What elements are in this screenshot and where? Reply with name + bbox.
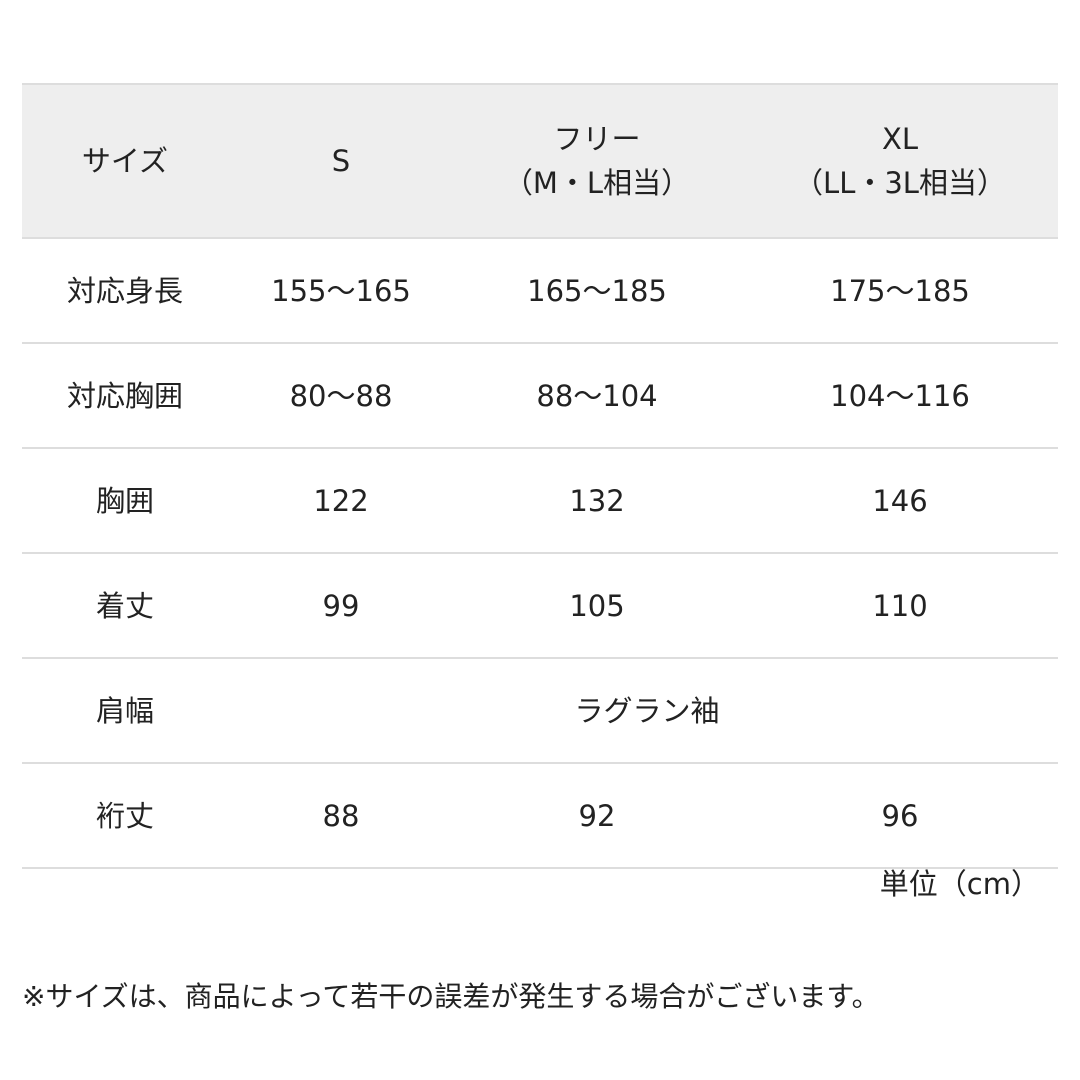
row-value: 96 [881, 798, 919, 833]
unit-label: 単位（cm） [879, 867, 1040, 901]
row-value: 165〜185 [527, 273, 667, 308]
row-span-value: ラグラン袖 [574, 693, 720, 728]
row-value: 80〜88 [289, 378, 393, 413]
size-name: XL [881, 122, 919, 156]
table-row: 対応身長 155〜165 165〜185 175〜185 [22, 239, 1058, 344]
size-equivalent: （M・L相当） [503, 166, 691, 200]
row-value: 104〜116 [830, 378, 970, 413]
row-value: 132 [569, 483, 625, 518]
row-value: 122 [313, 483, 369, 518]
row-label: 対応胸囲 [66, 378, 184, 413]
table-row: 対応胸囲 80〜88 88〜104 104〜116 [22, 344, 1058, 449]
size-name: フリー [553, 122, 641, 156]
row-value: 110 [872, 588, 928, 623]
table-row: 肩幅 ラグラン袖 [22, 659, 1058, 764]
size-equivalent: （LL・3L相当） [794, 166, 1006, 200]
row-value: 88 [322, 798, 360, 833]
header-size-s: S [332, 85, 350, 237]
table-header: サイズ S フリー （M・L相当） XL （LL・3L相当） [22, 83, 1058, 239]
row-value: 92 [578, 798, 616, 833]
table-row: 胸囲 122 132 146 [22, 449, 1058, 554]
row-label: 胸囲 [95, 483, 155, 518]
row-label: 裄丈 [95, 798, 155, 833]
row-label: 対応身長 [66, 273, 184, 308]
table-row: 着丈 99 105 110 [22, 554, 1058, 659]
row-value: 155〜165 [271, 273, 411, 308]
row-label: 肩幅 [95, 693, 155, 728]
header-size-free: フリー （M・L相当） [504, 85, 690, 237]
size-table: サイズ S フリー （M・L相当） XL （LL・3L相当） 対応身長 155〜165… [22, 83, 1058, 869]
size-note: ※サイズは、商品によって若干の誤差が発生する場合がございます。 [22, 980, 880, 1013]
row-value: 175〜185 [830, 273, 970, 308]
row-label: 着丈 [95, 588, 155, 623]
row-value: 99 [322, 588, 360, 623]
header-label: サイズ [81, 144, 169, 178]
header-size-xl: XL （LL・3L相当） [794, 85, 1006, 237]
table-row: 裄丈 88 92 96 [22, 764, 1058, 869]
row-value: 105 [569, 588, 625, 623]
row-value: 88〜104 [536, 378, 658, 413]
size-name: S [331, 144, 351, 178]
row-value: 146 [872, 483, 928, 518]
